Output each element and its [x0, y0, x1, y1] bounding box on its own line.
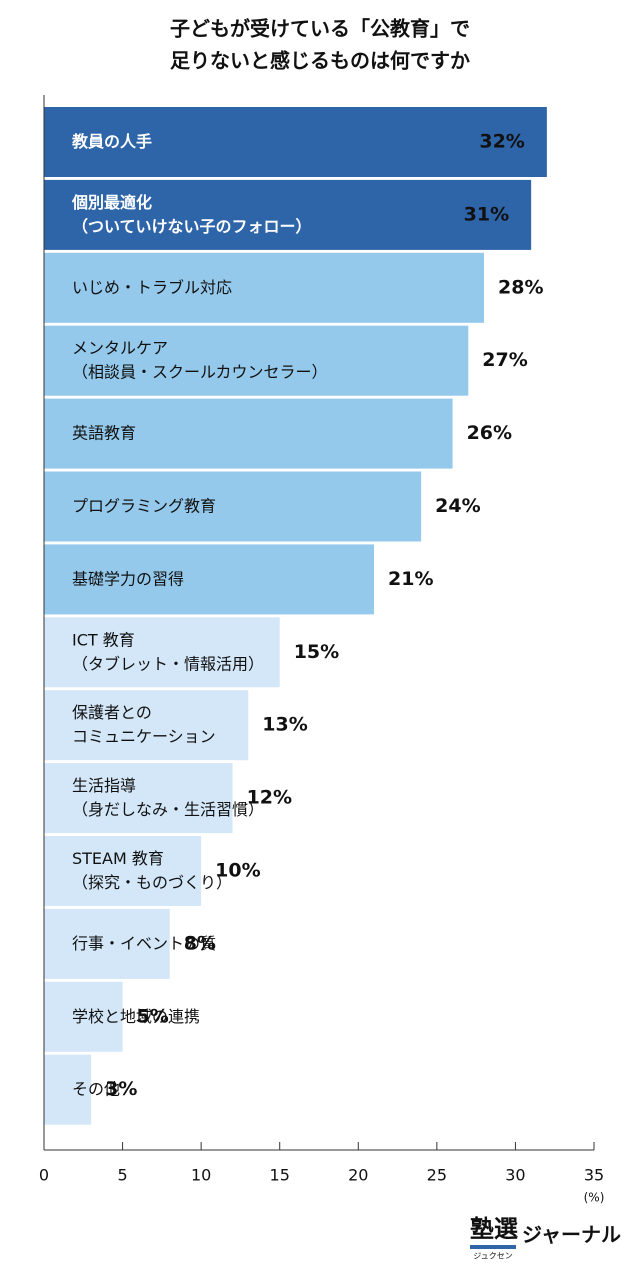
value-label: 32% [479, 131, 524, 153]
category-line: プログラミング教育 [72, 496, 216, 515]
category-label: ICT 教育 （タブレット・情報活用） [72, 630, 264, 673]
category-label: STEAM 教育 （探究・ものづくり） [72, 849, 232, 892]
bar [44, 252, 484, 323]
category-line: STEAM 教育 [72, 849, 164, 868]
category-line: 学校と地域の連携 [72, 1006, 200, 1025]
category-label: 個別最適化 （ついていけない子のフォロー） [71, 192, 312, 235]
bar [44, 107, 547, 177]
value-label: 21% [388, 568, 433, 590]
x-tick-label: 35 [584, 1166, 604, 1185]
bar [44, 617, 280, 688]
category-line: 個別最適化 [71, 192, 152, 211]
category-label: 基礎学力の習得 [72, 569, 184, 588]
category-line: 保護者との [72, 703, 152, 722]
value-label: 13% [262, 714, 307, 736]
category-line: （身だしなみ・生活習慣） [72, 800, 264, 819]
value-label: 26% [467, 422, 512, 444]
x-tick-label: 0 [39, 1166, 49, 1185]
category-line: 英語教育 [72, 423, 136, 442]
category-line: （相談員・スクールカウンセラー） [72, 362, 328, 381]
category-line: （ついていけない子のフォロー） [72, 216, 312, 235]
bar [44, 763, 233, 834]
category-label: メンタルケア （相談員・スクールカウンセラー） [72, 338, 328, 381]
category-label: 学校と地域の連携 [72, 1006, 200, 1025]
bar [44, 836, 202, 906]
x-tick-label: 25 [427, 1166, 447, 1185]
bar [44, 908, 170, 979]
value-label: 5% [137, 1005, 169, 1027]
value-label: 12% [247, 787, 292, 809]
bar [44, 471, 422, 542]
category-line: いじめ・トラブル対応 [72, 277, 232, 296]
bar [44, 981, 123, 1052]
value-label: 3% [105, 1078, 137, 1100]
bar [44, 544, 374, 615]
x-tick-label: 20 [348, 1166, 368, 1185]
logo-underline [470, 1245, 516, 1249]
value-label: 10% [215, 860, 260, 882]
category-line: 基礎学力の習得 [72, 569, 184, 588]
category-line: 行事・イベントの質 [72, 933, 216, 952]
category-label: 英語教育 [72, 423, 136, 442]
category-line: 生活指導 [72, 776, 136, 795]
bar [44, 1054, 92, 1125]
category-label: その他 [72, 1079, 120, 1098]
chart-title: 子どもが受けている「公教育」で [170, 17, 470, 41]
category-line: ICT 教育 [72, 630, 135, 649]
category-line: 教員の人手 [72, 132, 152, 151]
bar [44, 398, 453, 469]
category-label: いじめ・トラブル対応 [72, 277, 232, 296]
axis-unit: (%) [584, 1191, 605, 1205]
logo-sub: ジュクセン [473, 1252, 512, 1261]
value-label: 15% [294, 641, 339, 663]
x-tick-label: 10 [191, 1166, 211, 1185]
value-label: 27% [482, 349, 527, 371]
x-tick-label: 15 [270, 1166, 290, 1185]
category-label: プログラミング教育 [72, 496, 216, 515]
category-label: 生活指導 （身だしなみ・生活習慣） [72, 776, 264, 819]
category-line: （タブレット・情報活用） [72, 654, 264, 673]
x-tick-label: 5 [117, 1166, 127, 1185]
value-label: 8% [184, 932, 216, 954]
category-line: （探究・ものづくり） [72, 873, 232, 892]
chart-title: 足りないと感じるものは何ですか [170, 49, 470, 73]
logo-main: 塾選 [470, 1215, 518, 1243]
category-label: 教員の人手 [72, 132, 152, 151]
x-tick-label: 30 [505, 1166, 525, 1185]
category-line: その他 [72, 1079, 120, 1098]
logo-name: ジャーナル [522, 1223, 621, 1247]
bar [44, 179, 532, 250]
bar [44, 690, 249, 761]
value-label: 28% [498, 276, 543, 298]
category-line: コミュニケーション [72, 727, 216, 746]
bar [44, 325, 469, 396]
category-label: 行事・イベントの質 [72, 933, 216, 952]
category-line: メンタルケア [72, 338, 168, 357]
value-label: 31% [464, 203, 509, 225]
category-label: 保護者とのコミュニケーション [72, 703, 216, 746]
value-label: 24% [435, 495, 480, 517]
